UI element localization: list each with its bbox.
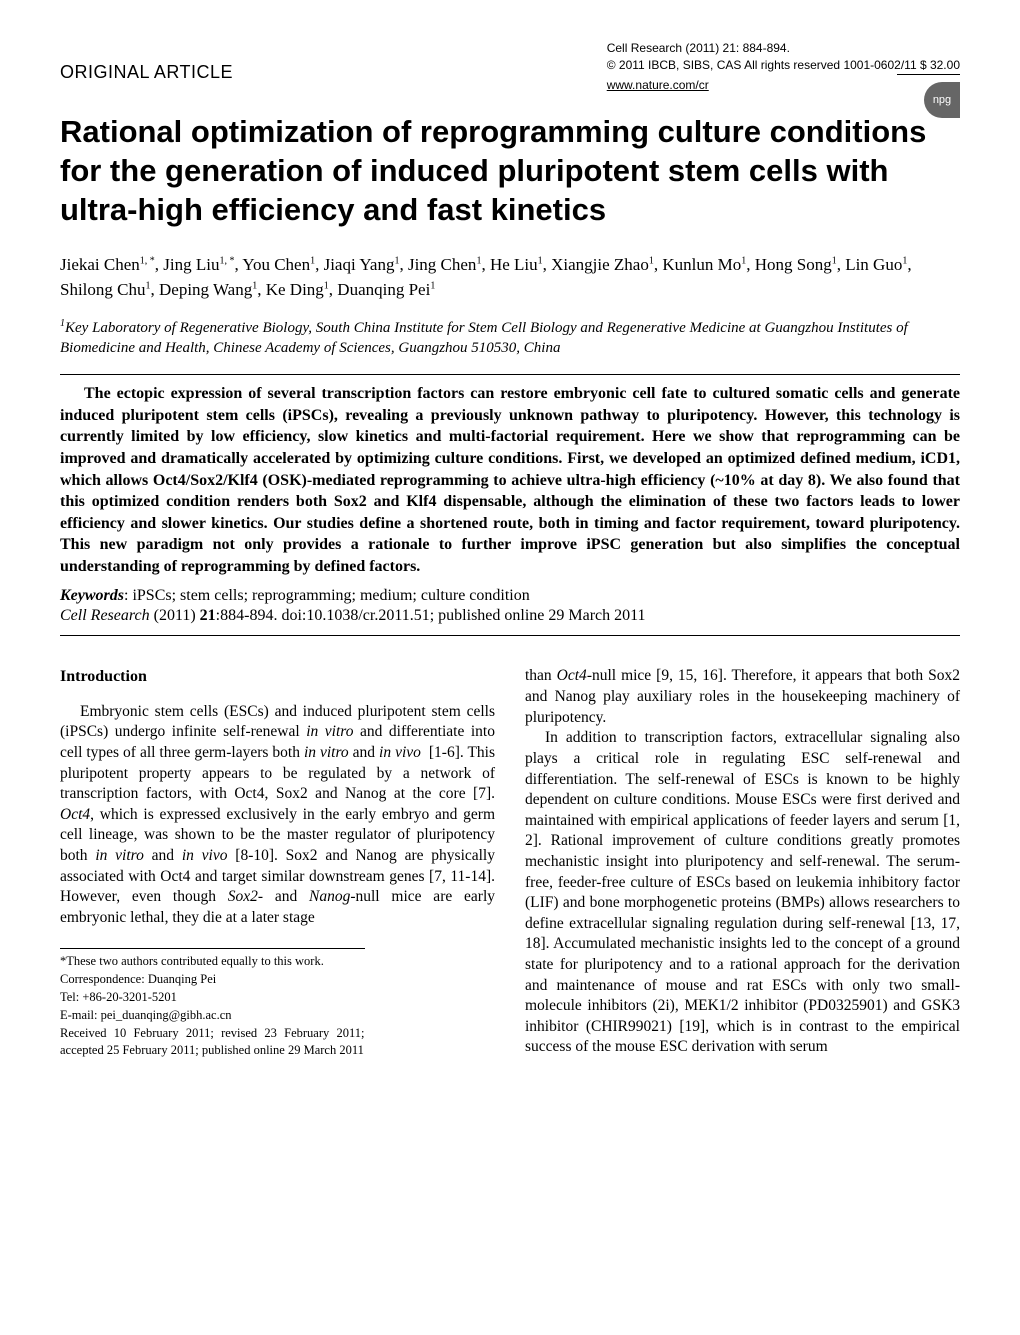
column-left: Introduction Embryonic stem cells (ESCs)… <box>60 666 495 1059</box>
keywords-text: : iPSCs; stem cells; reprogramming; medi… <box>124 587 530 604</box>
column-right: than Oct4-null mice [9, 15, 16]. Therefo… <box>525 666 960 1059</box>
citation-line: Cell Research (2011) 21:884-894. doi:10.… <box>60 607 960 625</box>
header-meta: Cell Research (2011) 21: 884-894. © 2011… <box>607 40 960 93</box>
footnote-received: Received 10 February 2011; revised 23 Fe… <box>60 1025 365 1059</box>
footnote-email: E-mail: pei_duanqing@gibh.ac.cn <box>60 1007 365 1024</box>
body-columns: Introduction Embryonic stem cells (ESCs)… <box>60 666 960 1059</box>
footnote-tel: Tel: +86-20-3201-5201 <box>60 989 365 1006</box>
divider-top <box>60 374 960 375</box>
footnote-equal-contrib: *These two authors contributed equally t… <box>60 953 365 970</box>
article-type-label: ORIGINAL ARTICLE <box>60 40 233 83</box>
copyright-line: © 2011 IBCB, SIBS, CAS All rights reserv… <box>607 57 960 74</box>
npg-badge: npg <box>924 82 960 118</box>
citation-year: (2011) <box>150 607 200 624</box>
authors-list: Jiekai Chen1, *, Jing Liu1, *, You Chen1… <box>60 252 960 303</box>
introduction-heading: Introduction <box>60 666 495 687</box>
intro-paragraph-2: In addition to transcription factors, ex… <box>525 728 960 1058</box>
citation-journal: Cell Research <box>60 607 150 624</box>
keywords-line: Keywords: iPSCs; stem cells; reprogrammi… <box>60 587 960 605</box>
journal-ref: Cell Research (2011) 21: 884-894. <box>607 40 960 57</box>
article-title: Rational optimization of reprogramming c… <box>60 113 960 229</box>
abstract-text: The ectopic expression of several transc… <box>60 383 960 577</box>
intro-paragraph-1-cont: than Oct4-null mice [9, 15, 16]. Therefo… <box>525 666 960 728</box>
header-row: ORIGINAL ARTICLE Cell Research (2011) 21… <box>60 40 960 93</box>
footnote-correspondence: Correspondence: Duanqing Pei <box>60 971 365 988</box>
affiliation: 1Key Laboratory of Regenerative Biology,… <box>60 317 960 359</box>
intro-paragraph-1: Embryonic stem cells (ESCs) and induced … <box>60 702 495 929</box>
keywords-label: Keywords <box>60 587 124 604</box>
website-link[interactable]: www.nature.com/cr <box>607 78 709 92</box>
footnotes-block: *These two authors contributed equally t… <box>60 948 365 1058</box>
citation-pages: :884-894. doi:10.1038/cr.2011.51; publis… <box>216 607 646 624</box>
citation-volume: 21 <box>200 607 216 624</box>
header-underline <box>897 74 960 75</box>
divider-bottom <box>60 635 960 636</box>
